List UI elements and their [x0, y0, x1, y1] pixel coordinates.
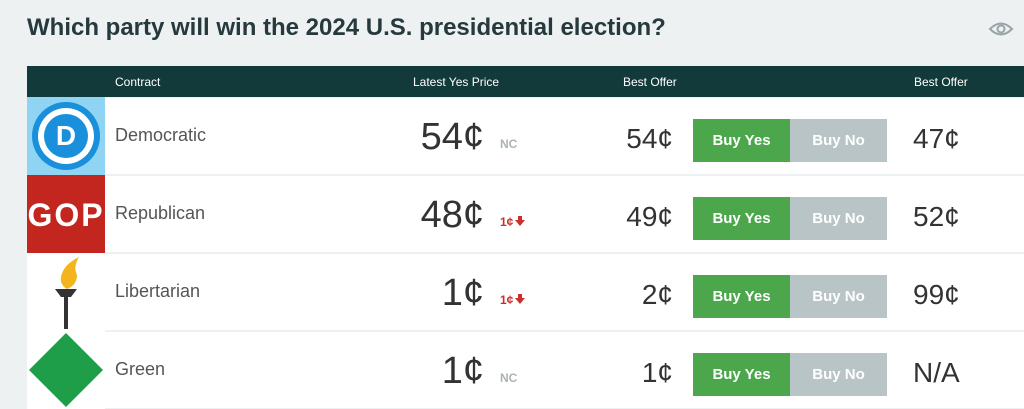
best-no-offer: N/A: [913, 357, 960, 388]
column-header: Latest Yes Price: [413, 75, 500, 89]
buy-no-button[interactable]: Buy No: [790, 119, 887, 162]
green-logo: [27, 331, 105, 409]
down-arrow: [515, 216, 526, 226]
buy-yes-button[interactable]: Buy Yes: [693, 197, 790, 240]
logo-text: GOP: [27, 197, 104, 233]
best-yes-offer: 49¢: [626, 201, 673, 232]
latest-yes-price: 1¢: [441, 272, 484, 314]
best-yes-offer: 1¢: [641, 357, 673, 388]
page-title: Which party will win the 2024 U.S. presi…: [27, 14, 666, 41]
price-change: 1¢: [500, 215, 526, 229]
buy-no-button[interactable]: Buy No: [790, 275, 887, 318]
best-no-offer: 52¢: [913, 201, 960, 232]
republican-logo: GOP: [27, 175, 105, 253]
column-header: Best Offer: [914, 75, 968, 89]
libertarian-logo: [27, 253, 105, 331]
price-change: NC: [500, 371, 518, 385]
watch-icon[interactable]: [988, 19, 1014, 39]
contract-name: Green: [115, 359, 166, 379]
down-arrow: [515, 294, 526, 304]
table-header: [27, 66, 1024, 97]
column-header: Best Offer: [623, 75, 677, 89]
buy-no-button[interactable]: Buy No: [790, 197, 887, 240]
contract-name: Libertarian: [115, 281, 201, 301]
price-change: NC: [500, 137, 518, 151]
latest-yes-price: 48¢: [420, 194, 484, 236]
best-yes-offer: 2¢: [641, 279, 673, 310]
logo-text: D: [56, 120, 76, 151]
buy-yes-button[interactable]: Buy Yes: [693, 275, 790, 318]
best-no-offer: 99¢: [913, 279, 960, 310]
best-no-offer: 47¢: [913, 123, 960, 154]
buy-no-button[interactable]: Buy No: [790, 353, 887, 396]
price-change: 1¢: [500, 293, 526, 307]
contract-name: Democratic: [115, 125, 207, 145]
buy-yes-button[interactable]: Buy Yes: [693, 353, 790, 396]
column-header: Contract: [115, 75, 161, 89]
best-yes-offer: 54¢: [626, 123, 673, 154]
latest-yes-price: 1¢: [441, 350, 484, 392]
democratic-logo: D: [27, 97, 105, 175]
latest-yes-price: 54¢: [420, 116, 484, 158]
contract-name: Republican: [115, 203, 206, 223]
buy-yes-button[interactable]: Buy Yes: [693, 119, 790, 162]
